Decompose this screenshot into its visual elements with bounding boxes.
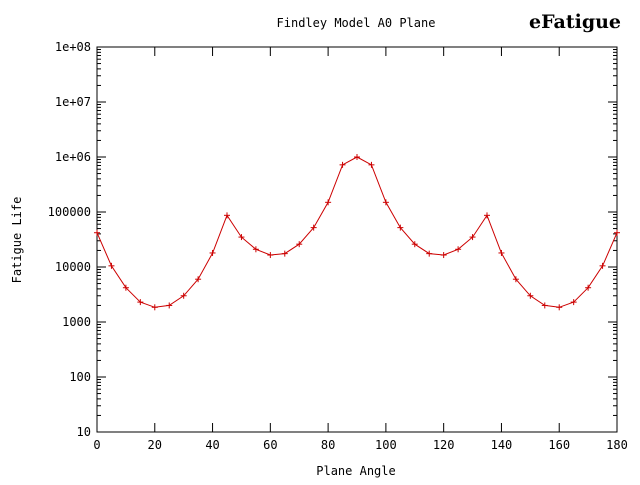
x-tick-label: 100 xyxy=(375,438,397,452)
data-point-marker xyxy=(310,224,317,231)
x-tick-label: 0 xyxy=(93,438,100,452)
data-point-marker xyxy=(585,284,592,291)
y-tick-label: 1000 xyxy=(62,315,91,329)
data-point-marker xyxy=(122,284,129,291)
data-point-marker xyxy=(411,241,418,248)
data-point-marker xyxy=(368,161,375,168)
data-point-marker xyxy=(224,212,230,219)
data-point-marker xyxy=(382,199,389,206)
data-point-marker xyxy=(455,246,462,253)
data-point-marker xyxy=(541,302,548,309)
data-point-marker xyxy=(469,234,476,241)
y-tick-label: 1e+06 xyxy=(55,150,91,164)
x-axis-ticks xyxy=(154,47,560,432)
data-point-marker xyxy=(137,299,144,306)
data-point-marker xyxy=(151,304,158,311)
data-point-marker xyxy=(195,276,202,283)
data-point-marker xyxy=(281,250,288,257)
y-tick-label: 1e+07 xyxy=(55,95,91,109)
data-point-marker xyxy=(94,229,100,236)
chart-title: Findley Model A0 Plane xyxy=(277,16,436,30)
x-tick-label: 40 xyxy=(205,438,219,452)
data-point-marker xyxy=(180,292,187,299)
data-point-marker xyxy=(426,250,433,257)
data-point-marker xyxy=(440,252,447,259)
x-tick-label: 180 xyxy=(606,438,628,452)
data-point-marker xyxy=(556,304,563,311)
data-point-marker xyxy=(397,224,404,231)
x-tick-label: 120 xyxy=(433,438,455,452)
plot-frame xyxy=(96,46,618,433)
data-point-marker xyxy=(614,229,620,236)
series-line xyxy=(96,156,618,308)
logo-text: eFatigue xyxy=(529,11,621,33)
data-point-marker xyxy=(108,262,115,269)
data-point-marker xyxy=(339,161,346,168)
data-point-marker xyxy=(166,302,173,309)
data-point-marker xyxy=(325,199,332,206)
x-tick-label: 140 xyxy=(491,438,513,452)
data-point-marker xyxy=(599,262,606,269)
x-tick-label: 80 xyxy=(321,438,335,452)
x-tick-label: 160 xyxy=(548,438,570,452)
y-axis-label: Fatigue Life xyxy=(10,197,24,284)
y-tick-label: 1e+08 xyxy=(55,40,91,54)
series-layer xyxy=(94,154,620,311)
x-tick-label: 20 xyxy=(148,438,162,452)
y-tick-label: 100 xyxy=(69,370,91,384)
x-axis-label: Plane Angle xyxy=(316,464,395,478)
x-tick-label: 60 xyxy=(263,438,277,452)
data-point-marker xyxy=(527,292,534,299)
y-axis-tick-labels: 10 100 1000 10000 100000 1e+06 1e+07 1e+08 xyxy=(48,40,91,439)
x-axis-tick-labels: 0 20 40 60 80 100 120 140 160 180 xyxy=(93,438,627,452)
y-tick-label: 100000 xyxy=(48,205,91,219)
efatigue-logo: eFatigue xyxy=(529,11,621,33)
y-tick-label: 10000 xyxy=(55,260,91,274)
y-axis-ticks xyxy=(97,49,617,416)
data-point-marker xyxy=(252,246,259,253)
data-point-marker xyxy=(570,299,577,306)
data-point-marker xyxy=(267,252,274,259)
data-point-marker xyxy=(354,154,360,160)
data-point-marker xyxy=(484,212,490,219)
data-point-marker xyxy=(209,249,216,256)
data-point-marker xyxy=(238,234,245,241)
data-point-marker xyxy=(498,249,505,256)
data-point-marker xyxy=(512,276,519,283)
y-tick-label: 10 xyxy=(77,425,91,439)
data-point-marker xyxy=(296,241,303,248)
